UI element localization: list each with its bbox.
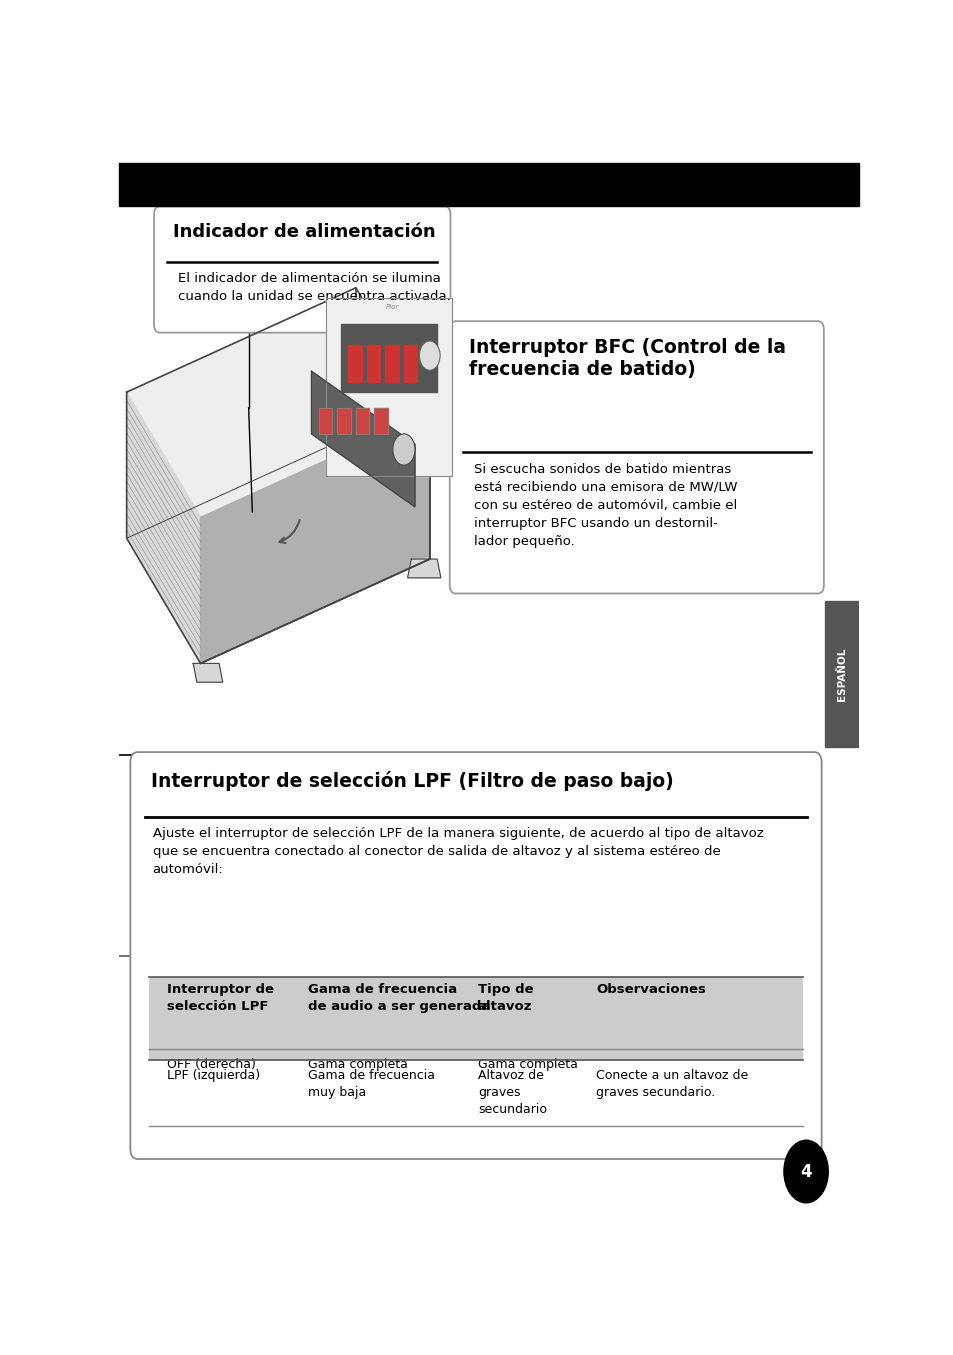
Text: ESPAÑOL: ESPAÑOL [836,648,846,701]
Text: Observaciones: Observaciones [596,982,705,996]
Bar [149,977,802,1060]
Polygon shape [200,413,429,664]
FancyBboxPatch shape [153,206,450,333]
Text: 4: 4 [800,1163,811,1180]
Text: Pior: Pior [385,304,398,310]
Bar [403,346,416,382]
Text: OFF (derecha): OFF (derecha) [167,1058,256,1070]
FancyBboxPatch shape [131,752,821,1159]
Polygon shape [341,324,436,392]
Polygon shape [127,392,200,664]
Polygon shape [326,298,452,476]
Bar [355,408,369,434]
Polygon shape [407,560,440,577]
Bar [348,346,361,382]
Text: Gama de frecuencia
muy baja: Gama de frecuencia muy baja [308,1069,435,1099]
Text: Gama completa: Gama completa [308,1058,407,1070]
Bar [385,346,398,382]
Bar [337,408,351,434]
Text: Interruptor de selección LPF (Filtro de paso bajo): Interruptor de selección LPF (Filtro de … [151,771,673,791]
Circle shape [783,1140,827,1203]
Polygon shape [193,664,222,682]
Bar [374,408,387,434]
Text: Gama de frecuencia
de audio a ser generada: Gama de frecuencia de audio a ser genera… [308,982,490,1012]
Text: Pior: Pior [377,364,394,373]
Text: Gama completa: Gama completa [477,1058,578,1070]
Polygon shape [127,287,429,518]
Circle shape [393,434,415,465]
Bar [337,408,351,434]
Text: Altavoz de
graves
secundario: Altavoz de graves secundario [477,1069,546,1115]
Circle shape [419,341,439,370]
Bar [119,163,858,206]
Text: Interruptor BFC (Control de la
frecuencia de batido): Interruptor BFC (Control de la frecuenci… [469,337,785,379]
Bar [318,408,332,434]
Bar [318,408,332,434]
Polygon shape [311,371,415,507]
Text: Tipo de
altavoz: Tipo de altavoz [477,982,533,1012]
Text: Indicador de alimentación: Indicador de alimentación [173,224,436,241]
Text: Conecte a un altavoz de
graves secundario.: Conecte a un altavoz de graves secundari… [596,1069,747,1099]
Bar [374,408,387,434]
Text: Interruptor de
selección LPF: Interruptor de selección LPF [167,982,274,1012]
Bar [367,346,380,382]
Text: El indicador de alimentación se ilumina
cuando la unidad se encuentra activada.: El indicador de alimentación se ilumina … [178,272,451,304]
FancyBboxPatch shape [449,321,823,593]
Text: Ajuste el interruptor de selección LPF de la manera siguiente, de acuerdo al tip: Ajuste el interruptor de selección LPF d… [152,827,762,877]
Bar [355,408,369,434]
Text: Si escucha sonidos de batido mientras
está recibiendo una emisora de MW/LW
con s: Si escucha sonidos de batido mientras es… [474,462,737,547]
Text: LPF (izquierda): LPF (izquierda) [167,1069,260,1081]
Bar [824,600,858,747]
